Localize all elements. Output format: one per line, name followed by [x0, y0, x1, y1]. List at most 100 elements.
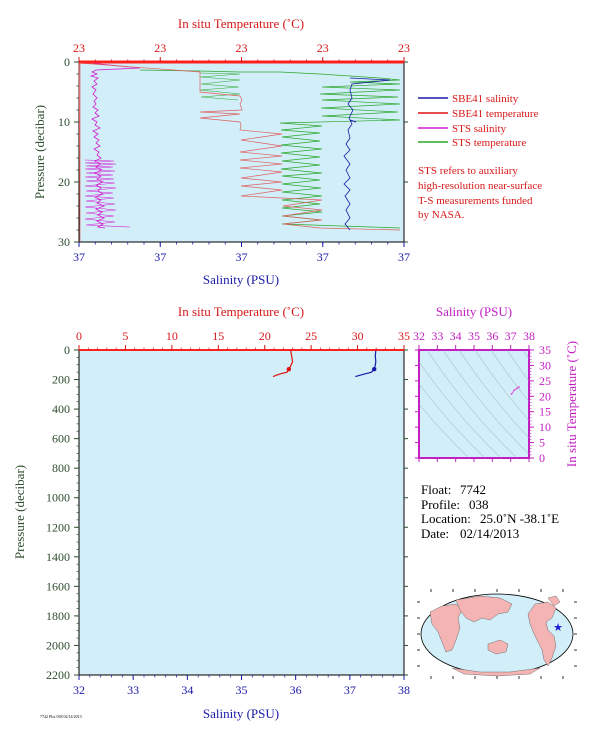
lower-bottom-tick-label: 36 — [290, 683, 302, 697]
ts-y-label: In situ Temperature (˚C) — [564, 341, 579, 467]
upper-y-tick-label: 10 — [58, 115, 70, 129]
ts-y-tick-label: 30 — [539, 358, 551, 372]
lower-panel: 0 5 10 15 20 25 30 35 32 33 34 35 36 37 38 0 200 400 600 80… — [12, 304, 410, 721]
ts-x-tick-label: 38 — [523, 329, 535, 343]
upper-bottom-tick-label: 37 — [154, 250, 166, 264]
lower-top-tick-label: 0 — [76, 329, 82, 343]
lower-bottom-tick-label: 33 — [127, 683, 139, 697]
lower-y-tick-label: 800 — [52, 461, 70, 475]
lower-series-salinity-marker — [372, 367, 377, 372]
upper-series-sts-temperature — [139, 69, 401, 229]
float-value: 7742 — [460, 482, 486, 497]
lower-y-tick-label: 400 — [52, 402, 70, 416]
lower-bottom-tick-label: 32 — [73, 683, 85, 697]
upper-ticks: 23 37 23 37 23 37 23 37 23 37 0 10 20 30 — [58, 41, 410, 264]
map-land-greenland — [547, 595, 561, 607]
upper-y-tick-label: 20 — [58, 175, 70, 189]
lower-title: In situ Temperature (˚C) — [178, 304, 304, 319]
date-label: Date: — [421, 526, 449, 541]
lower-y-tick-label: 1800 — [46, 609, 70, 623]
note-line-4: by NASA. — [418, 209, 465, 221]
legend-label-sts-salinity: STS salinity — [452, 123, 507, 135]
upper-top-tick-label: 23 — [73, 41, 85, 55]
lower-y-tick-label: 2200 — [46, 668, 70, 682]
map-land-australia — [487, 639, 509, 655]
upper-y-label: Pressure (decibar) — [32, 105, 47, 199]
ts-point — [510, 392, 513, 395]
lower-y-tick-label: 600 — [52, 432, 70, 446]
lower-series-temperature-marker — [286, 367, 292, 372]
lower-y-tick-label: 0 — [64, 343, 70, 357]
lower-y-tick-label: 1400 — [46, 550, 70, 564]
ts-point — [517, 386, 520, 389]
lower-x-bottom-label: Salinity (PSU) — [203, 706, 279, 721]
lower-y-tick-label: 1000 — [46, 491, 70, 505]
ts-y-tick-label: 35 — [539, 343, 551, 357]
location-label: Location: — [421, 511, 471, 526]
float-label: Float: — [421, 482, 451, 497]
ts-density-contour — [442, 350, 529, 455]
lower-top-tick-label: 30 — [352, 329, 364, 343]
ts-profile-line — [511, 386, 520, 395]
upper-bottom-tick-label: 37 — [236, 250, 248, 264]
ts-density-contour — [426, 350, 518, 458]
ts-y-tick-label: 0 — [539, 451, 545, 465]
lower-bottom-tick-label: 34 — [181, 683, 193, 697]
map-float-marker: ★ — [553, 622, 563, 634]
upper-top-tick-label: 23 — [398, 41, 410, 55]
lower-top-tick-label: 5 — [122, 329, 128, 343]
map-graticule-ticks — [417, 589, 577, 679]
float-info: Float: 7742 Profile: 038 Location: 25.0˚… — [421, 482, 559, 541]
ts-y-tick-label: 5 — [539, 436, 545, 450]
lower-ticks: 0 5 10 15 20 25 30 35 32 33 34 35 36 37 38 0 200 400 600 80… — [46, 329, 410, 697]
map-land-asia — [455, 595, 513, 623]
ts-density-contour — [490, 350, 529, 402]
footer-text: 7742 Plot 038 02/14/2013 — [40, 714, 82, 719]
lower-bottom-tick-label: 37 — [344, 683, 356, 697]
legend-label-sbe41-temperature: SBE41 temperature — [452, 108, 539, 120]
ts-x-tick-label: 36 — [486, 329, 498, 343]
ts-x-tick-label: 35 — [468, 329, 480, 343]
ts-x-tick-label: 37 — [505, 329, 517, 343]
upper-note: STS refers to auxiliary high-resolution … — [418, 165, 542, 221]
legend-label-sbe41-salinity: SBE41 salinity — [452, 93, 519, 105]
ts-density-contour — [419, 383, 486, 458]
lower-top-tick-label: 15 — [212, 329, 224, 343]
upper-top-tick-label: 23 — [154, 41, 166, 55]
lower-y-label: Pressure (decibar) — [12, 465, 27, 559]
lower-y-tick-label: 200 — [52, 373, 70, 387]
upper-title: In situ Temperature (˚C) — [178, 16, 304, 31]
lower-series — [272, 350, 377, 378]
legend-label-sts-temperature: STS temperature — [452, 137, 526, 149]
ts-density-contour — [419, 403, 470, 458]
ts-density-contour — [474, 350, 529, 421]
ts-x-label: Salinity (PSU) — [436, 304, 512, 319]
upper-legend: SBE41 salinity SBE41 temperature STS sal… — [418, 93, 539, 149]
ts-y-tick-label: 15 — [539, 405, 551, 419]
upper-y-tick-label: 30 — [58, 235, 70, 249]
ts-x-tick-label: 33 — [431, 329, 443, 343]
ts-point — [513, 389, 516, 392]
profile-value: 038 — [469, 497, 489, 512]
upper-series-sbe41-salinity — [343, 77, 391, 231]
note-line-3: T-S measurements funded — [418, 195, 533, 207]
lower-y-tick-label: 1600 — [46, 579, 70, 593]
ts-points — [510, 386, 520, 395]
ts-density-contour — [506, 350, 529, 382]
ts-x-tick-label: 32 — [413, 329, 425, 343]
profile-label: Profile: — [421, 497, 460, 512]
lower-top-tick-label: 10 — [166, 329, 178, 343]
upper-series-sbe41-temperature — [78, 62, 401, 243]
ts-y-tick-label: 25 — [539, 374, 551, 388]
upper-x-bottom-label: Salinity (PSU) — [203, 272, 279, 287]
upper-series-sbe41-salinity-marker — [349, 119, 357, 123]
lower-top-tick-label: 20 — [259, 329, 271, 343]
world-map: ★ — [417, 589, 577, 679]
upper-bottom-tick-label: 37 — [317, 250, 329, 264]
map-land-africa-europe — [429, 603, 463, 653]
lower-bottom-tick-label: 38 — [398, 683, 410, 697]
lower-bottom-tick-label: 35 — [236, 683, 248, 697]
